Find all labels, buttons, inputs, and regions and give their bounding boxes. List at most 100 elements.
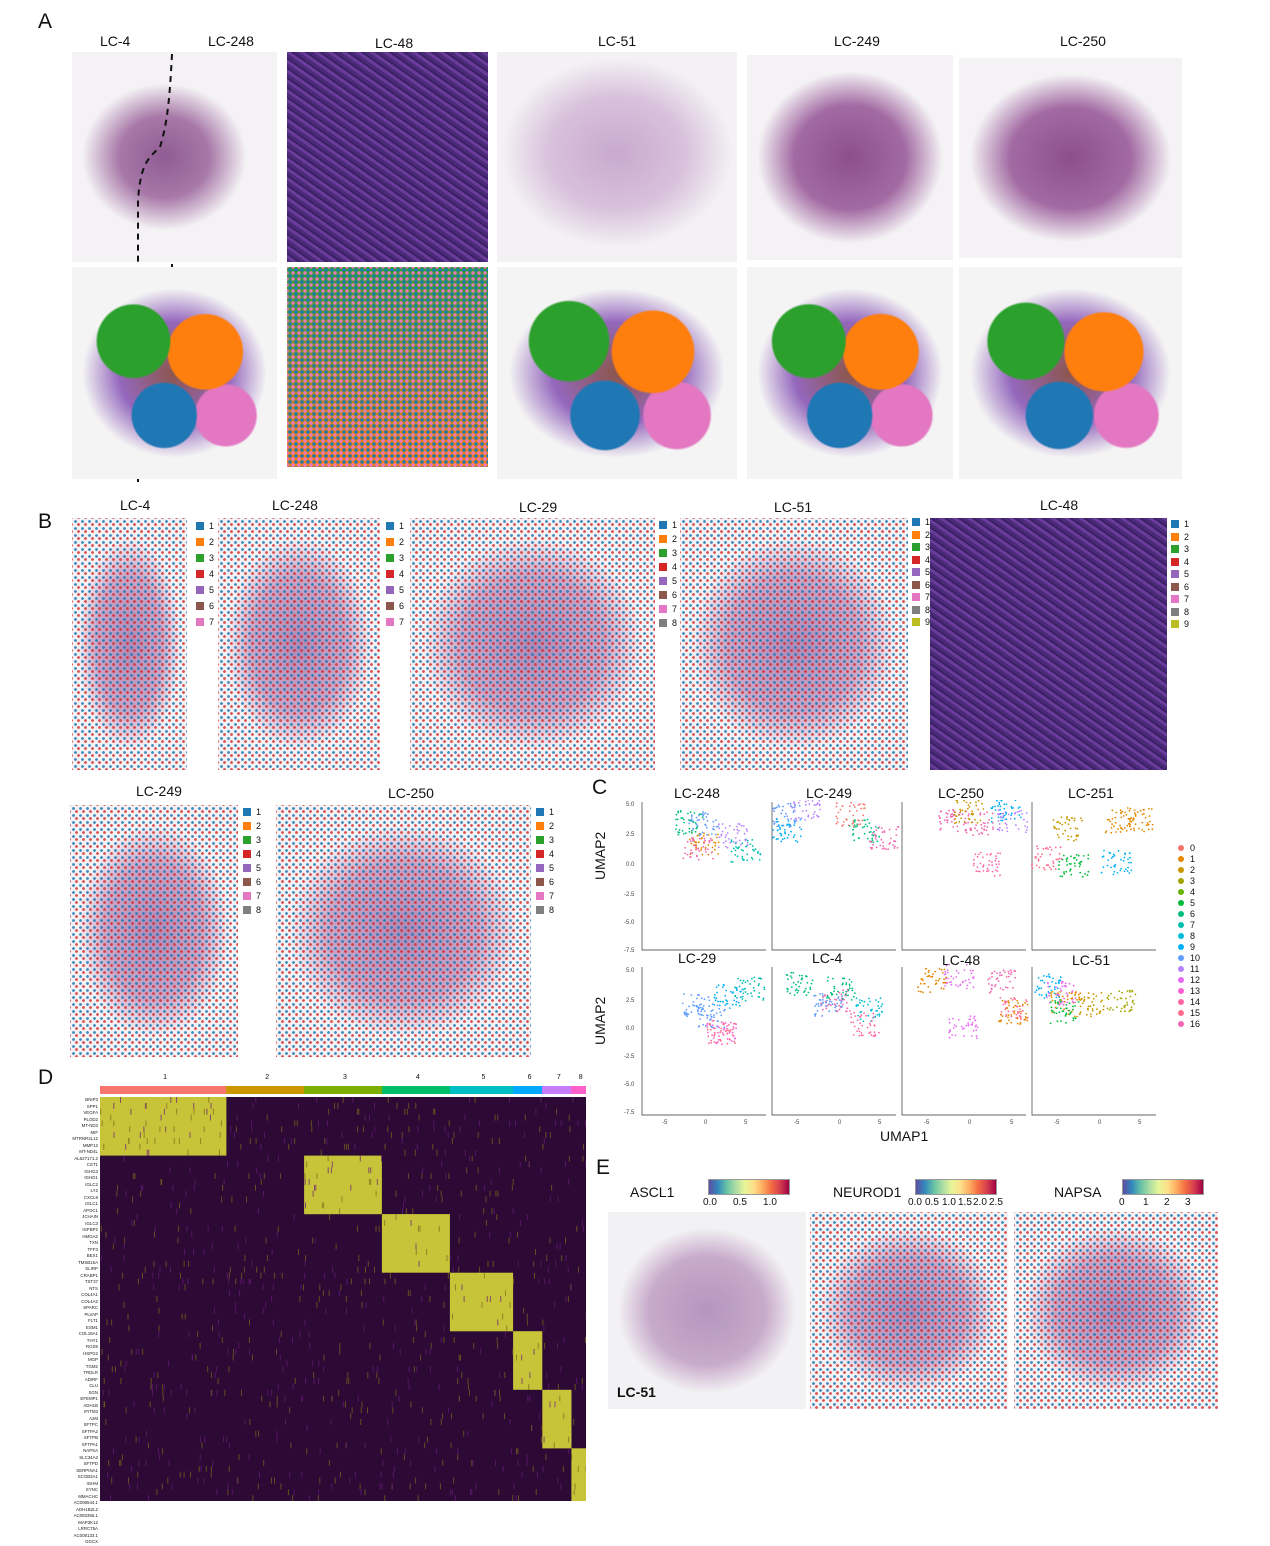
heatmap-cell-stripe bbox=[212, 1460, 213, 1466]
umap-point bbox=[740, 980, 742, 982]
heatmap-cell-stripe bbox=[273, 1284, 274, 1290]
heatmap-cell-stripe bbox=[461, 1372, 462, 1378]
umap-point bbox=[713, 1004, 715, 1006]
umap-point bbox=[1130, 1009, 1132, 1011]
umap-point bbox=[880, 997, 882, 999]
heatmap-cell-stripe bbox=[304, 1273, 305, 1279]
umap-point bbox=[851, 981, 853, 983]
umap-point bbox=[703, 818, 705, 820]
umap-point bbox=[826, 1000, 828, 1002]
umap-point bbox=[1084, 999, 1086, 1001]
heatmap-cell-stripe bbox=[266, 1238, 267, 1244]
umap-point bbox=[1117, 999, 1119, 1001]
heatmap-cell-stripe bbox=[278, 1384, 279, 1390]
umap-point bbox=[1025, 1016, 1027, 1018]
umap-legend-item: 9 bbox=[1178, 941, 1200, 952]
umap-point bbox=[1110, 832, 1112, 834]
umap-point bbox=[949, 1037, 951, 1039]
umap-point bbox=[805, 988, 807, 990]
heatmap-cell-stripe bbox=[146, 1103, 147, 1109]
e-scale-napsa-2: 2 bbox=[1164, 1197, 1170, 1208]
b-spots-lc250 bbox=[276, 805, 531, 1057]
umap-point bbox=[730, 1022, 732, 1024]
umap-point bbox=[1109, 821, 1111, 823]
umap-point bbox=[1070, 828, 1072, 830]
umap-point bbox=[981, 827, 983, 829]
umap-point bbox=[714, 1041, 716, 1043]
umap-point bbox=[1070, 868, 1072, 870]
umap-point bbox=[1073, 857, 1075, 859]
heatmap-cell-stripe bbox=[268, 1156, 269, 1162]
umap-point bbox=[724, 1004, 726, 1006]
heatmap-cell-stripe bbox=[322, 1202, 323, 1208]
umap-point bbox=[678, 834, 680, 836]
heatmap-cell-stripe bbox=[490, 1296, 491, 1302]
umap-point bbox=[938, 980, 940, 982]
umap-point bbox=[1101, 872, 1103, 874]
umap-point bbox=[813, 816, 815, 818]
umap-point bbox=[1120, 809, 1122, 811]
umap-point bbox=[1050, 994, 1052, 996]
umap-point bbox=[811, 817, 813, 819]
umap-point bbox=[736, 987, 738, 989]
heatmap-cell-stripe bbox=[101, 1255, 102, 1261]
umap-point bbox=[859, 1031, 861, 1033]
umap-point bbox=[1107, 1008, 1109, 1010]
umap-point bbox=[975, 824, 977, 826]
heatmap-cell-stripe bbox=[114, 1132, 115, 1138]
heatmap-cell-stripe bbox=[239, 1454, 240, 1460]
umap-point bbox=[1011, 812, 1013, 814]
umap-point bbox=[702, 1014, 704, 1016]
heatmap-cell-stripe bbox=[566, 1255, 567, 1261]
umap-point bbox=[877, 1014, 879, 1016]
umap-point bbox=[723, 1034, 725, 1036]
heatmap-cell-stripe bbox=[361, 1407, 362, 1413]
legend-item: 7 bbox=[196, 614, 214, 630]
umap-point bbox=[1011, 971, 1013, 973]
heatmap-cell-stripe bbox=[306, 1161, 307, 1167]
heatmap-cell-stripe bbox=[195, 1355, 196, 1361]
heatmap-group-label: 4 bbox=[416, 1074, 420, 1081]
umap-point bbox=[743, 980, 745, 982]
umap-axis bbox=[902, 967, 1026, 1115]
umap-point bbox=[1090, 1016, 1092, 1018]
heatmap-cell-stripe bbox=[308, 1331, 309, 1337]
umap-point bbox=[960, 810, 962, 812]
heatmap-cell-stripe bbox=[445, 1173, 446, 1179]
heatmap-cell-stripe bbox=[535, 1249, 536, 1255]
umap-point bbox=[684, 847, 686, 849]
heatmap-cell-stripe bbox=[263, 1308, 264, 1314]
umap-point bbox=[1014, 813, 1016, 815]
umap-point bbox=[918, 991, 920, 993]
swatch bbox=[659, 591, 667, 599]
umap-point bbox=[1002, 817, 1004, 819]
heatmap-cell-stripe bbox=[577, 1120, 578, 1126]
umap-point bbox=[722, 831, 724, 833]
umap-point bbox=[830, 1004, 832, 1006]
heatmap-cell-stripe bbox=[437, 1150, 438, 1156]
umap-point bbox=[1059, 999, 1061, 1001]
umap-point bbox=[833, 986, 835, 988]
umap-point bbox=[822, 993, 824, 995]
heatmap-cell-stripe bbox=[493, 1261, 494, 1267]
umap-point bbox=[734, 1042, 736, 1044]
umap-point bbox=[868, 822, 870, 824]
heatmap-cell-stripe bbox=[395, 1279, 396, 1285]
umap-point bbox=[868, 998, 870, 1000]
umap-point bbox=[785, 813, 787, 815]
swatch bbox=[243, 850, 251, 858]
umap-point bbox=[1049, 846, 1051, 848]
umap-point bbox=[966, 964, 968, 966]
umap-point bbox=[975, 1029, 977, 1031]
heatmap-cell-stripe bbox=[189, 1407, 190, 1413]
umap-point bbox=[1124, 1007, 1126, 1009]
umap-point bbox=[725, 834, 727, 836]
umap-point bbox=[712, 847, 714, 849]
legend-label: 5 bbox=[672, 576, 677, 586]
umap-point bbox=[702, 854, 704, 856]
umap-point bbox=[738, 1002, 740, 1004]
umap-point bbox=[829, 1001, 831, 1003]
heatmap-cell-stripe bbox=[439, 1384, 440, 1390]
heatmap-cell-stripe bbox=[124, 1366, 125, 1372]
umap-point bbox=[1001, 829, 1003, 831]
